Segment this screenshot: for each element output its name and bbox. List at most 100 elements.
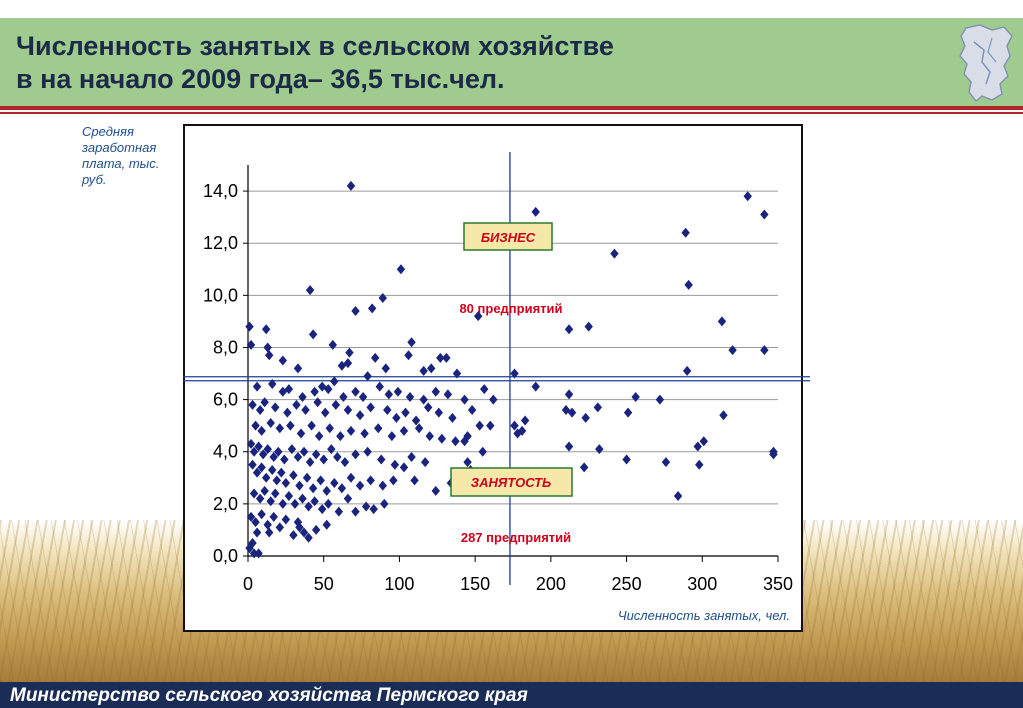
data-point xyxy=(579,462,589,473)
data-point xyxy=(281,514,291,525)
header-bar xyxy=(0,18,1023,106)
data-point xyxy=(257,462,266,473)
data-point xyxy=(311,524,321,535)
data-point xyxy=(631,391,640,402)
data-point xyxy=(489,394,498,405)
data-point xyxy=(293,363,303,374)
data-point xyxy=(366,402,375,413)
data-point xyxy=(351,305,360,316)
data-point xyxy=(480,384,489,395)
data-point xyxy=(451,436,460,447)
data-point xyxy=(378,292,387,303)
data-point xyxy=(287,444,297,455)
footer-text: Министерство сельского хозяйства Пермско… xyxy=(10,685,528,706)
data-point xyxy=(392,412,401,423)
data-point xyxy=(399,425,409,436)
data-point xyxy=(280,454,289,465)
data-point xyxy=(278,498,288,509)
y-tick-label: 12,0 xyxy=(203,233,238,253)
data-point xyxy=(286,420,295,431)
x-tick-label: 200 xyxy=(536,574,566,594)
data-point xyxy=(248,399,257,410)
data-point xyxy=(260,485,269,496)
employment-label-box xyxy=(450,467,573,497)
data-point xyxy=(299,446,309,457)
data-point xyxy=(682,365,692,376)
data-point xyxy=(333,451,342,462)
data-point xyxy=(463,431,472,442)
x-tick-label: 150 xyxy=(460,574,490,594)
data-point xyxy=(520,415,530,426)
data-point xyxy=(295,480,304,491)
data-point xyxy=(351,449,360,460)
data-point xyxy=(442,352,451,363)
x-tick-label: 0 xyxy=(243,574,253,594)
data-point xyxy=(340,457,350,468)
data-point xyxy=(434,407,443,418)
data-point xyxy=(399,462,409,473)
data-point xyxy=(301,405,310,416)
data-point xyxy=(419,394,428,405)
y-tick-label: 0,0 xyxy=(213,546,238,566)
data-point xyxy=(284,491,294,502)
data-point xyxy=(361,501,371,512)
x-tick-label: 350 xyxy=(763,574,793,594)
data-point xyxy=(268,464,277,475)
data-point xyxy=(728,345,737,356)
data-point xyxy=(263,519,272,530)
data-point xyxy=(369,504,378,515)
data-point xyxy=(564,389,574,400)
data-point xyxy=(275,423,284,434)
data-point xyxy=(425,431,434,442)
data-point xyxy=(271,402,280,413)
data-point xyxy=(695,459,704,470)
data-point xyxy=(258,449,268,460)
scatter-chart-frame xyxy=(183,124,803,632)
data-point xyxy=(278,355,288,366)
data-point xyxy=(257,425,266,436)
data-point xyxy=(460,394,469,405)
data-point xyxy=(437,433,447,444)
data-point xyxy=(684,279,693,290)
data-point xyxy=(345,347,354,358)
data-point xyxy=(304,501,313,512)
data-point xyxy=(431,485,440,496)
data-point xyxy=(322,485,331,496)
data-point xyxy=(251,517,260,528)
data-point xyxy=(289,470,298,481)
data-point xyxy=(473,311,483,322)
data-point xyxy=(414,423,424,434)
data-point xyxy=(360,428,369,439)
data-point xyxy=(351,386,360,397)
y-tick-label: 8,0 xyxy=(213,337,238,357)
data-point xyxy=(463,457,472,468)
data-point xyxy=(252,467,262,478)
data-point xyxy=(308,483,318,494)
data-point xyxy=(452,368,462,379)
data-point xyxy=(531,381,540,392)
data-point xyxy=(254,441,263,452)
data-point xyxy=(673,491,683,502)
data-point xyxy=(393,386,403,397)
data-point xyxy=(343,493,353,504)
data-point xyxy=(351,506,360,517)
data-point xyxy=(281,478,291,489)
data-point xyxy=(251,420,260,431)
data-point xyxy=(305,457,315,468)
data-point xyxy=(346,180,356,191)
data-point xyxy=(358,391,368,402)
page-title: Численность занятых в сельском хозяйстве… xyxy=(16,30,614,96)
data-point xyxy=(389,475,398,486)
data-point xyxy=(252,527,262,538)
data-point xyxy=(419,365,428,376)
title-line-2: в на начало 2009 года– 36,5 тыс.чел. xyxy=(16,64,505,94)
data-point xyxy=(383,405,392,416)
data-point xyxy=(531,206,540,217)
data-point xyxy=(564,441,574,452)
data-point xyxy=(610,248,619,259)
data-point xyxy=(410,475,419,486)
data-point xyxy=(265,527,274,538)
business-label: БИЗНЕС xyxy=(481,230,536,245)
employment-count: 287 предприятий xyxy=(461,530,571,545)
